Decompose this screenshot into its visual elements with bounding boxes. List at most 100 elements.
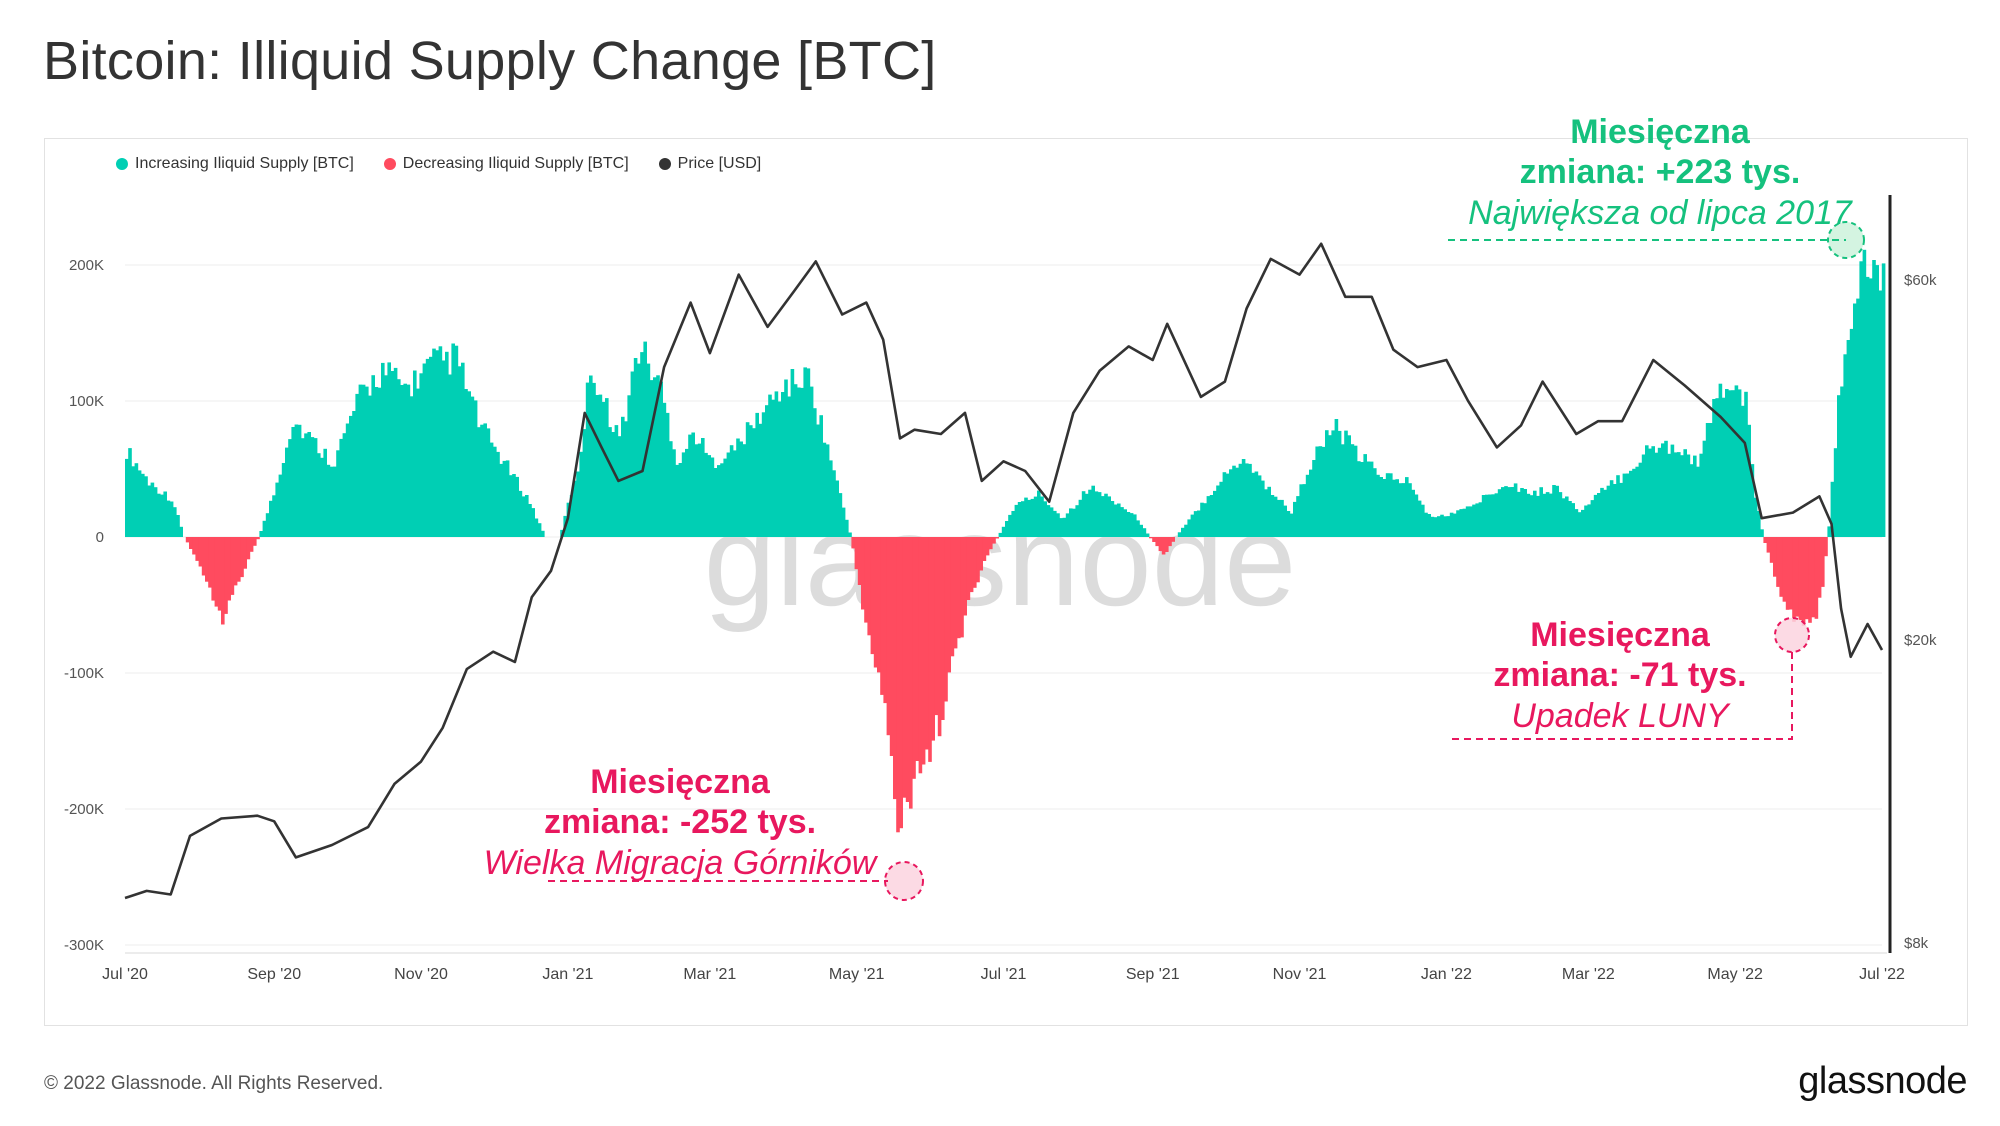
supply-bar xyxy=(1501,487,1505,537)
supply-bar xyxy=(1552,485,1556,537)
supply-bar xyxy=(1369,461,1374,537)
supply-bar xyxy=(1475,503,1479,537)
supply-bar xyxy=(1497,489,1502,537)
supply-bar xyxy=(1801,537,1806,626)
supply-bar xyxy=(496,451,500,537)
glassnode-logo[interactable]: glassnode xyxy=(1798,1060,1967,1102)
supply-bar xyxy=(1270,495,1275,537)
supply-bar xyxy=(931,537,935,741)
legend-item-increasing[interactable]: Increasing Iliquid Supply [BTC] xyxy=(116,155,354,173)
supply-bar xyxy=(1814,537,1819,619)
supply-bar xyxy=(1264,489,1268,537)
supply-bar xyxy=(1593,494,1598,537)
supply-bar xyxy=(1613,484,1617,537)
supply-bar xyxy=(601,401,606,537)
supply-bar xyxy=(534,518,539,537)
supply-bar xyxy=(1261,480,1265,537)
supply-bar xyxy=(1600,487,1604,537)
supply-bar xyxy=(803,367,807,537)
supply-bar xyxy=(365,386,369,537)
supply-bar xyxy=(397,379,401,537)
annotation-max-line1: Miesięczna xyxy=(1570,113,1750,151)
supply-bar xyxy=(1059,518,1063,537)
supply-bar xyxy=(806,368,811,537)
annotation-luna-line3: Upadek LUNY xyxy=(1511,697,1729,735)
supply-bar xyxy=(1405,477,1409,537)
supply-bar xyxy=(1203,503,1207,537)
supply-bar xyxy=(675,464,679,537)
supply-bar xyxy=(1149,537,1153,539)
supply-bar xyxy=(1315,446,1319,537)
supply-bar xyxy=(902,537,907,798)
supply-bar xyxy=(1664,440,1668,537)
annotation-migration-line3: Wielka Migracja Górników xyxy=(483,844,877,882)
supply-bar xyxy=(777,401,782,537)
supply-bar xyxy=(605,398,609,537)
supply-bar xyxy=(614,425,619,537)
supply-bar xyxy=(617,436,622,537)
supply-bar xyxy=(198,537,203,567)
supply-bar xyxy=(371,375,375,537)
supply-bar xyxy=(1248,463,1252,537)
legend-dot-decreasing xyxy=(383,158,396,170)
supply-bar xyxy=(886,537,891,736)
supply-bar xyxy=(1353,445,1358,537)
supply-bar xyxy=(1472,504,1476,537)
supply-bar xyxy=(1686,454,1691,537)
supply-bar xyxy=(848,532,852,537)
supply-bar xyxy=(627,395,631,537)
supply-bar xyxy=(1168,537,1172,547)
supply-bar xyxy=(205,537,209,582)
supply-bar xyxy=(237,537,241,582)
y2-tick-label: $8k xyxy=(1904,935,1929,952)
supply-bar xyxy=(1021,501,1025,537)
supply-bar xyxy=(246,537,251,560)
supply-bar xyxy=(800,387,804,537)
supply-bar xyxy=(649,380,654,537)
supply-bar xyxy=(1206,496,1211,537)
supply-bar xyxy=(1616,475,1620,537)
supply-bar xyxy=(1747,424,1751,537)
supply-bar xyxy=(707,455,711,537)
supply-bar xyxy=(851,537,855,549)
supply-bar xyxy=(630,371,635,537)
supply-bar xyxy=(1667,453,1671,537)
supply-bar xyxy=(409,396,414,537)
supply-bar xyxy=(1881,263,1886,537)
supply-bar xyxy=(1299,484,1303,537)
supply-bar xyxy=(921,537,926,765)
supply-bar xyxy=(1293,501,1297,537)
supply-bar xyxy=(1840,386,1844,537)
supply-bar xyxy=(1859,261,1863,537)
supply-bar xyxy=(861,537,865,610)
supply-bar xyxy=(1485,494,1489,537)
supply-bar xyxy=(374,387,379,537)
supply-bar xyxy=(1117,503,1121,537)
supply-bar xyxy=(1638,462,1643,537)
legend-dot-increasing xyxy=(116,158,128,170)
supply-bar xyxy=(413,370,417,537)
legend-dot-price xyxy=(658,158,671,170)
legend-item-price[interactable]: Price [USD] xyxy=(658,155,761,173)
supply-bar xyxy=(816,424,820,537)
supply-bar xyxy=(896,537,900,833)
supply-bar xyxy=(1872,260,1876,537)
supply-bar xyxy=(723,458,727,537)
supply-bar xyxy=(1110,501,1115,537)
supply-bar xyxy=(1273,496,1278,537)
x-tick-label: Mar '22 xyxy=(1562,966,1615,983)
supply-bar xyxy=(230,537,235,595)
legend-item-decreasing[interactable]: Decreasing Iliquid Supply [BTC] xyxy=(383,155,629,173)
supply-bar xyxy=(361,384,366,537)
supply-bar xyxy=(1328,435,1332,537)
x-tick-label: Nov '20 xyxy=(394,966,448,983)
supply-bar xyxy=(582,429,587,537)
supply-bar xyxy=(1513,483,1518,537)
supply-bar xyxy=(771,399,775,537)
supply-bar xyxy=(1670,444,1675,537)
supply-bar xyxy=(1161,537,1166,555)
supply-bar xyxy=(1049,507,1054,537)
supply-bar xyxy=(909,537,913,809)
supply-bar xyxy=(1673,452,1678,537)
supply-bar xyxy=(1817,537,1822,598)
